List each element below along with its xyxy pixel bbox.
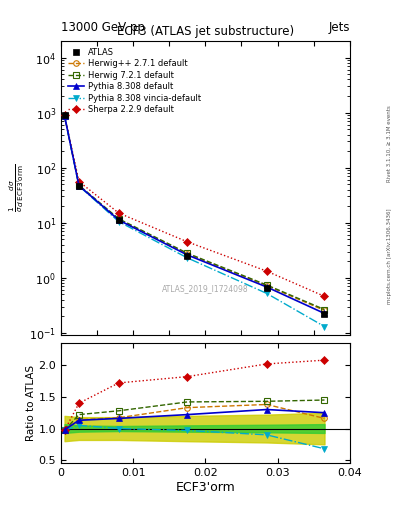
X-axis label: ECF3'orm: ECF3'orm [175,481,235,494]
Text: Rivet 3.1.10, ≥ 3.1M events: Rivet 3.1.10, ≥ 3.1M events [387,105,392,182]
Text: mcplots.cern.ch [arXiv:1306.3436]: mcplots.cern.ch [arXiv:1306.3436] [387,208,392,304]
Text: 13000 GeV pp: 13000 GeV pp [61,21,145,34]
Text: ATLAS_2019_I1724098: ATLAS_2019_I1724098 [162,284,249,293]
Legend: ATLAS, Herwig++ 2.7.1 default, Herwig 7.2.1 default, Pythia 8.308 default, Pythi: ATLAS, Herwig++ 2.7.1 default, Herwig 7.… [65,45,203,117]
Y-axis label: $\frac{1}{\sigma}\frac{d\sigma}{d\,\mathrm{ECF3'orm}}$: $\frac{1}{\sigma}\frac{d\sigma}{d\,\math… [7,164,26,212]
Y-axis label: Ratio to ATLAS: Ratio to ATLAS [26,365,35,441]
Text: Jets: Jets [328,21,350,34]
Title: ECF3 (ATLAS jet substructure): ECF3 (ATLAS jet substructure) [117,26,294,38]
